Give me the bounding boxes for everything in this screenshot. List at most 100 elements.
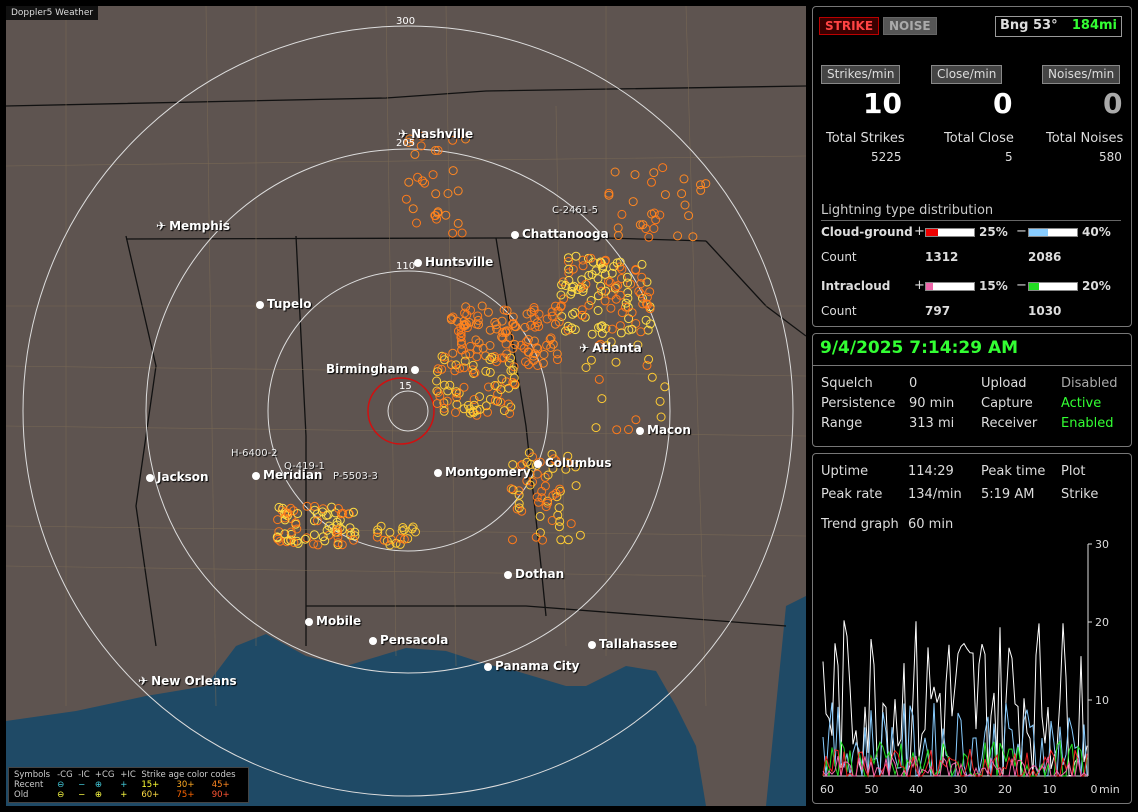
- city-dot-icon: [414, 258, 422, 267]
- strike-marker: [578, 255, 588, 265]
- strike-marker: [506, 484, 516, 494]
- strike-marker: [660, 190, 670, 200]
- city-pensacola[interactable]: Pensacola: [369, 633, 448, 647]
- strike-marker: [621, 298, 631, 308]
- city-panama-city[interactable]: Panama City: [484, 659, 579, 673]
- sensor-q-419-1[interactable]: Q-419-1: [284, 461, 325, 472]
- city-nashville[interactable]: ✈ Nashville: [398, 127, 474, 141]
- strike-marker: [571, 481, 581, 491]
- strike-marker: [335, 515, 345, 525]
- city-macon[interactable]: Macon: [636, 423, 691, 437]
- city-new-orleans[interactable]: ✈ New Orleans: [138, 674, 237, 688]
- city-atlanta[interactable]: ✈ Atlanta: [579, 341, 642, 355]
- status-cell[interactable]: Active: [1061, 396, 1102, 411]
- strike-marker: [448, 348, 458, 358]
- strike-marker: [376, 521, 386, 531]
- sensor-p-5503-3[interactable]: P-5503-3: [333, 471, 378, 482]
- sensor-c-2461-5[interactable]: C-2461-5: [552, 205, 599, 216]
- plot-value[interactable]: Strike: [1061, 487, 1099, 502]
- city-huntsville[interactable]: Huntsville: [414, 255, 493, 269]
- strike-marker: [581, 279, 591, 289]
- strike-marker: [643, 300, 652, 310]
- strike-marker: [292, 524, 302, 534]
- lightning-map[interactable]: Doppler5 Weather 300 205 110 15 ✈ Nashvil…: [6, 6, 806, 806]
- city-dothan[interactable]: Dothan: [504, 567, 564, 581]
- strike-marker: [522, 457, 532, 467]
- strike-marker: [578, 261, 588, 271]
- noise-button[interactable]: NOISE: [883, 17, 937, 35]
- strike-marker: [566, 289, 576, 299]
- strike-marker: [349, 535, 359, 545]
- city-dot-icon: [252, 471, 260, 480]
- strike-marker: [616, 290, 625, 300]
- city-columbus[interactable]: Columbus: [534, 456, 612, 470]
- legend-old-label: Old: [14, 790, 29, 800]
- strike-marker: [430, 146, 440, 155]
- trend-graph-value[interactable]: 60 min: [908, 517, 954, 532]
- strike-marker: [372, 532, 382, 542]
- cg-positive-count: 1312: [925, 250, 959, 264]
- strike-marker: [552, 349, 562, 359]
- strikes-per-min-header[interactable]: Strikes/min: [821, 65, 901, 84]
- status-cell[interactable]: Disabled: [1061, 376, 1118, 391]
- strike-marker: [601, 286, 611, 296]
- close-per-min-header[interactable]: Close/min: [931, 65, 1003, 84]
- city-chattanooga[interactable]: Chattanooga: [511, 227, 609, 241]
- strike-marker: [454, 326, 463, 336]
- strike-marker: [452, 392, 462, 402]
- strike-marker: [508, 460, 518, 470]
- neg-ic-old-icon: −: [78, 790, 86, 800]
- strike-marker: [642, 277, 652, 287]
- status-cell[interactable]: Enabled: [1061, 416, 1114, 431]
- strike-marker: [451, 408, 460, 417]
- trend-series: [822, 740, 1088, 778]
- distribution-title: Lightning type distribution: [821, 203, 994, 218]
- strike-marker: [543, 498, 553, 508]
- trend-y-tick: 20: [1095, 616, 1109, 629]
- noises-per-min-header[interactable]: Noises/min: [1042, 65, 1121, 84]
- city-montgomery[interactable]: Montgomery: [434, 465, 531, 479]
- strike-marker: [417, 131, 427, 141]
- strike-marker: [446, 315, 456, 325]
- strike-marker: [318, 504, 328, 514]
- strike-marker: [466, 305, 475, 315]
- strike-marker: [624, 425, 633, 434]
- city-jackson[interactable]: Jackson: [146, 470, 209, 484]
- strike-marker: [461, 319, 471, 329]
- status-cell: 90 min: [909, 396, 955, 411]
- airport-icon: ✈: [579, 341, 590, 355]
- strike-marker: [509, 373, 519, 383]
- strike-marker: [642, 360, 652, 370]
- strike-marker: [517, 460, 527, 469]
- strike-button[interactable]: STRIKE: [819, 17, 880, 35]
- ic-positive-bar: [925, 282, 975, 291]
- city-memphis[interactable]: ✈ Memphis: [156, 219, 231, 233]
- strike-marker: [680, 200, 690, 210]
- status-cell: Persistence: [821, 396, 896, 411]
- strike-marker: [474, 320, 483, 330]
- city-mobile[interactable]: Mobile: [305, 614, 361, 628]
- strike-marker: [403, 534, 413, 544]
- sensor-h-6400-2[interactable]: H-6400-2: [231, 448, 278, 459]
- strike-marker: [318, 532, 328, 542]
- strike-marker: [471, 335, 481, 345]
- city-tupelo[interactable]: Tupelo: [256, 297, 312, 311]
- strike-marker: [333, 538, 343, 548]
- strike-marker: [554, 522, 564, 532]
- strike-marker: [530, 322, 540, 332]
- strike-marker: [273, 515, 283, 525]
- city-birmingham[interactable]: Birmingham: [326, 362, 420, 376]
- peak-time-label: Peak time: [981, 464, 1046, 479]
- city-dot-icon: [636, 426, 644, 435]
- strike-marker: [283, 508, 293, 518]
- city-meridian[interactable]: Meridian: [252, 468, 322, 482]
- strike-stats-panel: STRIKE NOISE Bng 53° 184mi Strikes/min C…: [812, 6, 1132, 327]
- status-cell: Upload: [981, 376, 1027, 391]
- city-tallahassee[interactable]: Tallahassee: [588, 637, 677, 651]
- uptime-value: 114:29: [908, 464, 954, 479]
- strike-marker: [554, 503, 564, 513]
- strike-marker: [636, 279, 646, 289]
- strike-marker: [505, 409, 515, 418]
- strike-marker: [587, 270, 597, 279]
- strike-marker: [701, 179, 711, 189]
